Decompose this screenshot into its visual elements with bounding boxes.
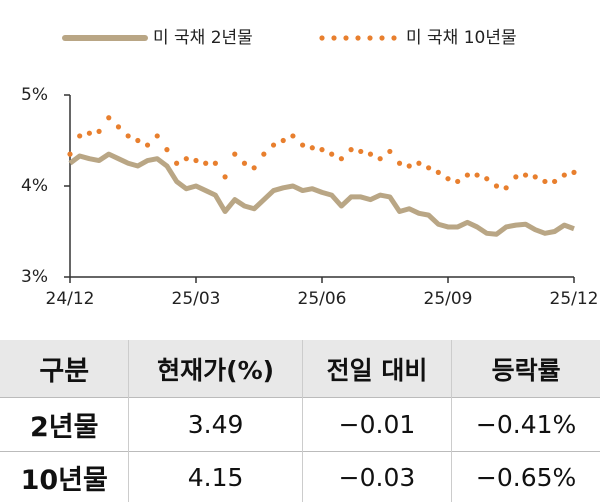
series-point xyxy=(532,174,538,180)
series-point xyxy=(222,174,228,180)
series-point xyxy=(144,142,151,148)
x-tick-label: 25/12 xyxy=(550,289,599,309)
series-point xyxy=(367,151,374,157)
x-tick-label: 25/09 xyxy=(424,289,473,309)
cell: −0.65% xyxy=(451,451,600,502)
series-point xyxy=(493,183,500,189)
series-point xyxy=(251,165,257,171)
series-point xyxy=(552,178,558,185)
series-point xyxy=(464,172,470,178)
series-point xyxy=(270,142,277,148)
series-point xyxy=(484,176,490,182)
series-point xyxy=(290,133,296,139)
legend-swatch xyxy=(379,35,385,41)
series-point xyxy=(300,142,306,148)
series-point xyxy=(387,148,393,155)
header-row: 구분 현재가(%) 전일 대비 등락률 xyxy=(0,340,600,398)
series-point xyxy=(212,160,218,166)
y-tick-label: 3% xyxy=(21,267,48,287)
series-point xyxy=(261,151,267,157)
series-point xyxy=(358,148,364,155)
cell: −0.41% xyxy=(451,397,600,452)
series-point xyxy=(522,172,529,178)
series-point xyxy=(77,133,83,139)
series-point xyxy=(96,128,102,134)
series-point xyxy=(406,163,412,169)
x-tick-label: 24/12 xyxy=(46,289,95,309)
header-cell: 현재가(%) xyxy=(128,340,303,398)
series-point xyxy=(338,156,344,162)
chart: 3% 4% 5% 24/12 25/03 25/06 25/09 25/12 미 국채 2년물 미… xyxy=(21,28,599,309)
series-point xyxy=(435,169,441,175)
y-tick-label: 5% xyxy=(21,85,48,105)
series-point xyxy=(309,145,315,151)
series-point xyxy=(329,151,335,157)
series-point xyxy=(474,172,480,178)
row: 2년물 3.49 −0.01 −0.41% xyxy=(0,397,600,452)
legend-label: 미 국채 10년물 xyxy=(406,28,517,48)
legend-swatch xyxy=(343,35,349,41)
series-point xyxy=(348,147,354,153)
legend-swatch xyxy=(367,35,373,41)
series-point xyxy=(174,160,180,166)
series-point xyxy=(561,172,567,178)
series-point xyxy=(513,174,519,180)
series-line xyxy=(68,151,575,237)
row: 10년물 4.15 −0.03 −0.65% xyxy=(0,451,600,502)
series-point xyxy=(571,169,577,175)
series-point xyxy=(280,137,286,144)
x-tick-label: 25/06 xyxy=(298,289,347,309)
series-point xyxy=(445,176,451,182)
legend-swatch xyxy=(319,35,325,41)
series-point xyxy=(125,133,131,139)
series-point xyxy=(154,133,160,139)
series-point xyxy=(232,151,238,157)
series-point xyxy=(193,157,199,164)
series-point xyxy=(426,165,432,171)
series-point xyxy=(455,178,461,185)
series-point xyxy=(115,124,122,130)
series-point xyxy=(135,137,141,144)
legend-label: 미 국채 2년물 xyxy=(153,28,253,48)
series-point xyxy=(164,147,170,153)
legend-swatch xyxy=(355,35,361,41)
quote-table: 구분 현재가(%) 전일 대비 등락률 2년물 3.49 −0.01 −0.41… xyxy=(0,340,600,502)
series-point xyxy=(67,151,73,157)
cell: 10년물 xyxy=(0,451,129,502)
x-tick-label: 25/03 xyxy=(172,289,221,309)
series-point xyxy=(377,156,383,162)
series-point xyxy=(241,160,248,166)
header-cell: 구분 xyxy=(0,340,129,398)
series-point xyxy=(503,185,509,191)
legend-swatch xyxy=(391,35,397,41)
cell: −0.01 xyxy=(301,397,452,452)
series-point xyxy=(203,160,209,166)
header-cell: 등락률 xyxy=(451,340,600,398)
header-cell: 전일 대비 xyxy=(301,340,452,398)
series-point xyxy=(183,156,189,162)
y-tick-label: 4% xyxy=(21,176,48,196)
cell: −0.03 xyxy=(301,451,452,502)
legend-swatch xyxy=(331,35,337,41)
series-point xyxy=(542,178,548,185)
series-point xyxy=(319,147,325,153)
series-point xyxy=(86,130,92,136)
cell: 4.15 xyxy=(128,451,303,502)
series-point xyxy=(396,160,403,166)
cell: 2년물 xyxy=(0,397,129,452)
series-point xyxy=(416,160,422,166)
series-point xyxy=(106,115,112,121)
cell: 3.49 xyxy=(128,397,303,452)
